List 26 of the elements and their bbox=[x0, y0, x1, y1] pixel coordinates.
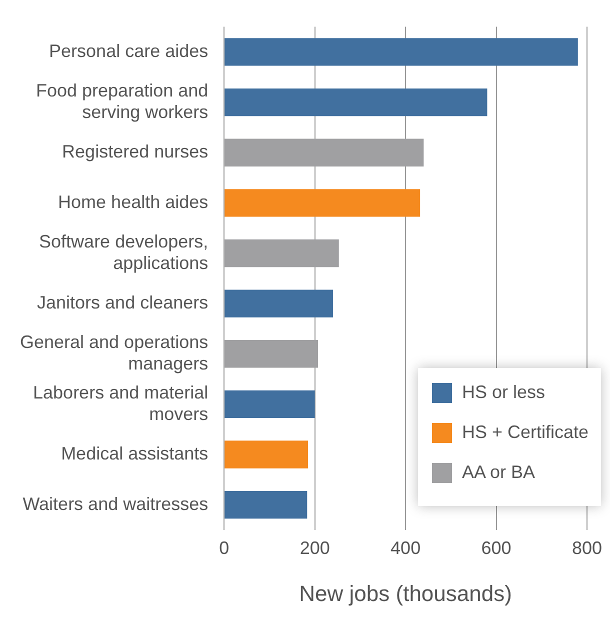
bar bbox=[224, 290, 333, 318]
y-tick-label: Laborers and material movers bbox=[33, 382, 208, 424]
y-tick-label: Medical assistants bbox=[61, 443, 208, 464]
x-tick-label: 200 bbox=[300, 538, 330, 558]
y-tick-label: Personal care aides bbox=[49, 40, 208, 61]
x-tick-label: 600 bbox=[481, 538, 512, 558]
y-tick-label: Janitors and cleaners bbox=[37, 292, 208, 313]
y-tick-label: Waiters and waitresses bbox=[22, 494, 208, 514]
y-tick-label: General and operations managers bbox=[20, 332, 208, 374]
x-tick-label: 800 bbox=[572, 538, 602, 558]
y-tick-label: Home health aides bbox=[58, 192, 208, 212]
y-tick-label: Registered nurses bbox=[62, 142, 208, 162]
x-axis-title: New jobs (thousands) bbox=[299, 580, 512, 606]
y-tick-label: Food preparation and serving workers bbox=[36, 80, 208, 122]
bar bbox=[224, 189, 420, 217]
legend-label: HS or less bbox=[462, 382, 545, 403]
bar bbox=[224, 38, 578, 66]
x-tick-label: 400 bbox=[390, 538, 421, 558]
legend-label: HS + Certificate bbox=[462, 422, 589, 443]
bar bbox=[224, 491, 308, 519]
bar bbox=[224, 88, 488, 116]
bar bbox=[224, 440, 308, 468]
x-tick-label: 0 bbox=[219, 538, 230, 558]
y-tick-label: Software developers, applications bbox=[39, 231, 208, 274]
legend-label: AA or BA bbox=[462, 462, 536, 483]
bar bbox=[224, 390, 315, 418]
